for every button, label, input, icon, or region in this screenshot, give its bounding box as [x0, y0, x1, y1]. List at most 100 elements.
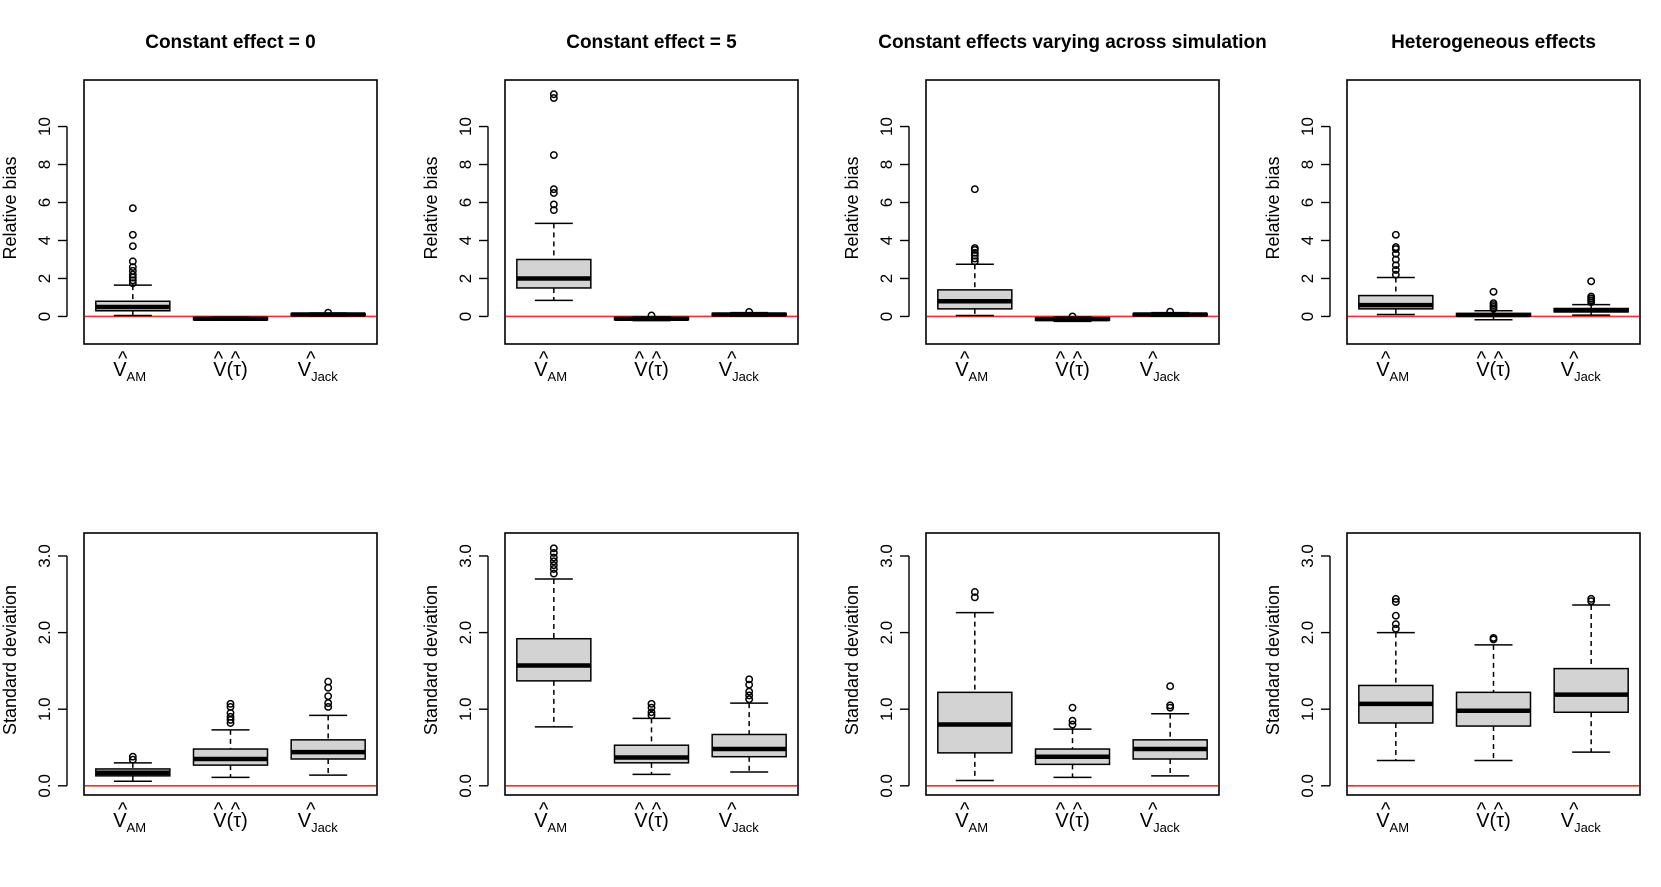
x-tick-label-vtau: V(τ)^ ^ — [634, 348, 669, 381]
plot-frame — [1346, 532, 1641, 796]
x-tick-label-vtau: V(τ)^ ^ — [213, 799, 248, 832]
outlier-point — [128, 257, 137, 266]
hat-symbol: ^ — [118, 799, 128, 821]
x-tick-text: V(τ) — [1055, 359, 1090, 381]
x-tick-label-vjack: VJack^ — [298, 799, 339, 835]
outlier-point — [1489, 287, 1498, 296]
outlier-point — [745, 695, 754, 704]
x-tick-text: VAM — [1376, 359, 1409, 384]
y-axis-label: Standard deviation — [1263, 585, 1283, 735]
x-tick-label-vam: VAM^ — [955, 799, 988, 835]
x-tick-text: VJack — [298, 359, 339, 384]
outlier-point — [226, 702, 235, 711]
x-tick-text: VJack — [719, 359, 760, 384]
hat-symbol: ^ — [306, 348, 316, 370]
box-vtau — [613, 699, 690, 776]
x-tick-label-vam: VAM^ — [1376, 348, 1409, 384]
x-tick-label-vtau: V(τ)^ ^ — [634, 799, 669, 832]
x-tick-label-vam: VAM^ — [534, 348, 567, 384]
box-vam — [95, 204, 171, 317]
y-tick-label: 10 — [1298, 117, 1317, 136]
box-vam — [516, 544, 592, 728]
x-tick-label-vtau: V(τ)^ ^ — [1476, 799, 1511, 832]
outlier-point — [226, 699, 235, 708]
panel-title: Constant effect = 0 — [145, 32, 316, 53]
plot-frame — [83, 532, 378, 796]
x-tick-text: VJack — [1561, 359, 1602, 384]
plot-frame — [83, 79, 378, 345]
outlier-point — [1391, 624, 1400, 633]
box-vjack — [711, 307, 787, 317]
outlier-point — [226, 712, 235, 721]
outlier-point — [970, 244, 979, 253]
y-tick-label: 3.0 — [35, 544, 54, 568]
box-vtau — [1455, 634, 1532, 762]
outlier-point — [1391, 611, 1400, 620]
x-tick-label-vam: VAM^ — [113, 348, 146, 384]
box-vjack — [711, 675, 787, 773]
y-tick-label: 4 — [35, 236, 54, 245]
x-tick-label-vam: VAM^ — [955, 348, 988, 384]
hat-symbol: ^ — [231, 799, 241, 821]
outlier-point — [128, 230, 137, 239]
y-axis-label: Relative bias — [1263, 156, 1283, 259]
y-tick-label: 2.0 — [1298, 621, 1317, 645]
x-tick-label-vam: VAM^ — [1376, 799, 1409, 835]
y-tick-label: 0 — [35, 312, 54, 321]
plot-frame — [1346, 79, 1641, 345]
y-tick-label: 0 — [877, 312, 896, 321]
y-tick-label: 3.0 — [877, 544, 896, 568]
y-tick-label: 6 — [35, 198, 54, 207]
y-tick-label: 2 — [456, 274, 475, 283]
outlier-point — [647, 703, 656, 712]
outlier-point — [1166, 682, 1175, 691]
y-tick-label: 6 — [877, 198, 896, 207]
x-tick-label-vtau: V(τ)^ ^ — [1055, 348, 1090, 381]
y-tick-label: 0.0 — [877, 774, 896, 798]
iqr-box — [516, 637, 592, 682]
x-tick-text: VAM — [955, 359, 988, 384]
outlier-point — [324, 692, 333, 701]
x-tick-text: VJack — [1140, 810, 1181, 835]
y-tick-label: 8 — [1298, 160, 1317, 169]
y-axis-label: Standard deviation — [0, 585, 20, 735]
x-tick-label-vjack: VJack^ — [1140, 799, 1181, 835]
outlier-point — [549, 90, 558, 99]
outlier-point — [1166, 701, 1175, 710]
outlier-point — [549, 185, 558, 194]
x-tick-text: V(τ) — [213, 359, 248, 381]
y-axis-label: Relative bias — [842, 156, 862, 259]
x-tick-label-vtau: V(τ)^ ^ — [1476, 348, 1511, 381]
outlier-point — [1068, 312, 1077, 321]
hat-symbol: ^ — [727, 348, 737, 370]
x-tick-text: VAM — [113, 359, 146, 384]
hat-symbol: ^ — [539, 348, 549, 370]
y-tick-label: 3.0 — [1298, 544, 1317, 568]
outlier-point — [1391, 594, 1400, 603]
y-axis-label: Standard deviation — [842, 585, 862, 735]
outlier-point — [1391, 243, 1400, 252]
hat-symbol: ^ — [1381, 799, 1391, 821]
y-tick-label: 6 — [456, 198, 475, 207]
x-tick-text: V(τ) — [1055, 810, 1090, 832]
hat-symbol: ^ — [1569, 799, 1579, 821]
outlier-point — [1068, 716, 1077, 725]
y-tick-label: 2 — [35, 274, 54, 283]
plot-frame — [504, 79, 799, 345]
y-tick-label: 0 — [1298, 312, 1317, 321]
outlier-point — [647, 711, 656, 720]
hat-symbol: ^ — [539, 799, 549, 821]
hat-symbol: ^ — [214, 348, 224, 370]
outlier-point — [128, 204, 137, 213]
box-vam — [1358, 230, 1434, 316]
outlier-point — [549, 557, 558, 566]
x-tick-label-vjack: VJack^ — [1561, 799, 1602, 835]
hat-symbol: ^ — [118, 348, 128, 370]
outlier-point — [549, 544, 558, 553]
outlier-point — [1489, 634, 1498, 642]
box-vam — [1358, 594, 1434, 762]
outlier-point — [647, 708, 656, 717]
